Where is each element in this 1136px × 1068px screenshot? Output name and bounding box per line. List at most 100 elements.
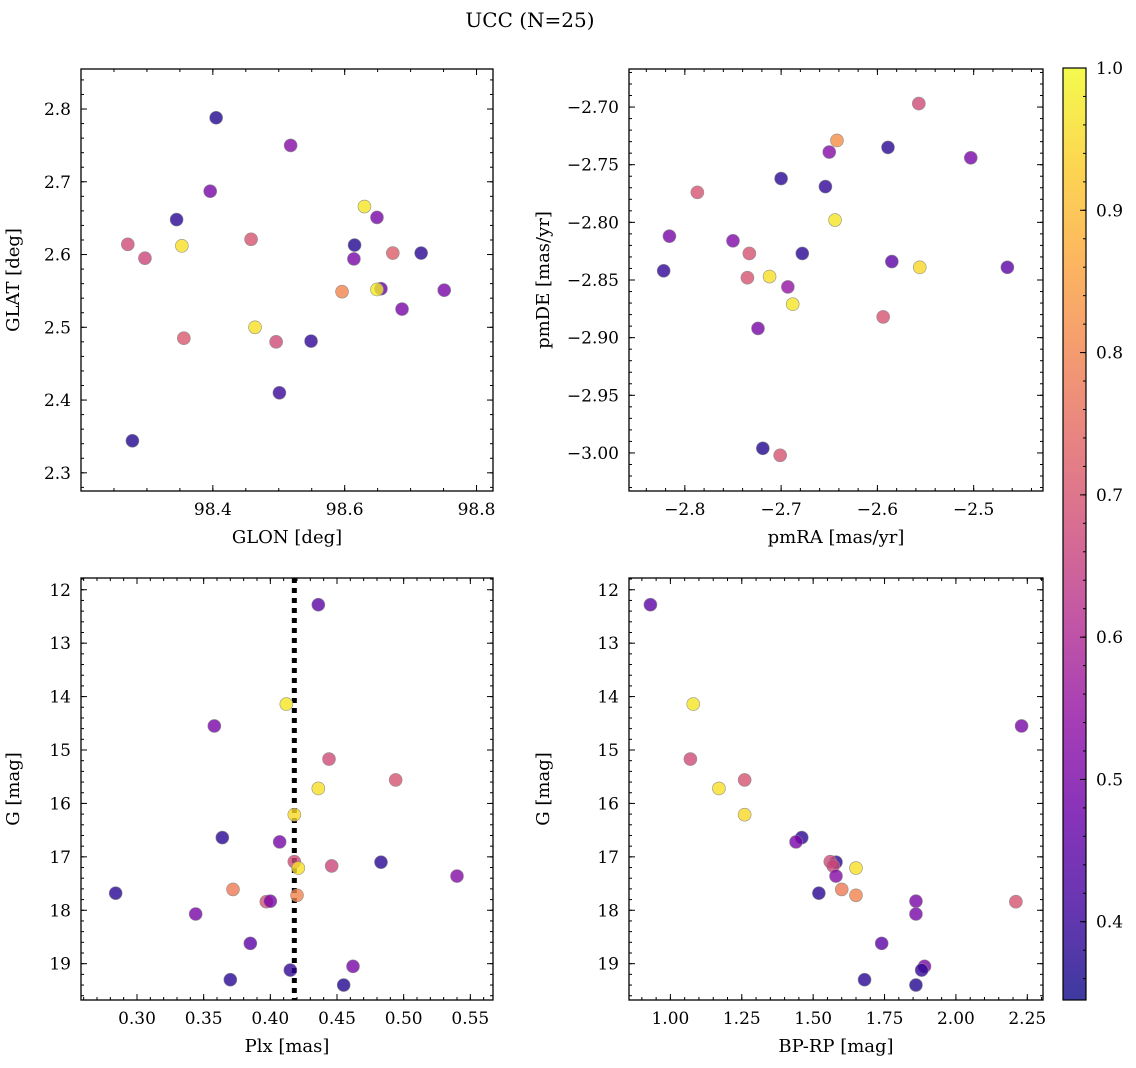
scatter-point <box>203 184 218 199</box>
y-tick-label: 2.8 <box>44 100 71 120</box>
scatter-point <box>742 246 757 261</box>
panel-plx-g: 0.30 0.35 0.40 0.45 0.50 0.55 12 13 14 15 16 17 18 19… <box>3 577 494 1057</box>
plot-frame <box>628 68 1044 492</box>
y-tick-label: 13 <box>49 634 71 654</box>
y-tick-label: 12 <box>597 581 619 601</box>
scatter-point <box>108 886 123 900</box>
scatter-point <box>263 894 278 908</box>
scatter-point <box>304 334 318 348</box>
scatter-point <box>828 213 842 227</box>
y-tick-label: −2.75 <box>567 156 619 176</box>
y-tick-label: 19 <box>597 955 619 975</box>
scatter-point <box>789 835 803 849</box>
scatter-point <box>909 978 923 992</box>
panel-pmra-pmde: −2.8 −2.7 −2.6 −2.5 −3.00 −2.95 −2.90 −2.85 −2.8… <box>533 68 1044 548</box>
scatter-point <box>437 283 452 297</box>
panel-glon-glat: 98.4 98.6 98.8 2.3 2.4 2.5 2.6 2.7 2.8 GLON [deg]… <box>3 68 496 548</box>
scatter-points <box>656 96 1015 463</box>
scatter-point <box>121 237 135 252</box>
x-tick-label: 0.35 <box>185 1009 223 1029</box>
y-tick-label: 2.7 <box>44 173 71 193</box>
colorbar-tick-label: 0.4 <box>1096 913 1123 933</box>
y-tick-label: −2.95 <box>567 386 619 406</box>
scatter-point <box>737 807 752 822</box>
x-tick-label: −2.7 <box>760 500 801 520</box>
x-tick-label: 98.4 <box>194 500 232 520</box>
x-tick-label: 2.00 <box>937 1009 975 1029</box>
plot-area <box>629 578 1043 1000</box>
scatter-point <box>370 282 384 297</box>
scatter-point <box>450 869 464 883</box>
scatter-point <box>169 212 184 227</box>
scatter-point <box>785 297 800 312</box>
scatter-point <box>335 284 349 299</box>
x-axis-label: GLON [deg] <box>232 527 342 548</box>
scatter-point <box>347 238 362 252</box>
scatter-point <box>737 773 752 787</box>
y-tick-label: 14 <box>597 688 619 708</box>
scatter-point <box>125 433 140 448</box>
x-axis-label: BP-RP [mag] <box>778 1036 893 1057</box>
scatter-point <box>414 246 428 260</box>
colorbar-tick-label: 1.0 <box>1096 59 1123 79</box>
x-tick-label: 98.8 <box>458 500 496 520</box>
scatter-point <box>311 597 326 612</box>
x-tick-label: 0.50 <box>385 1009 423 1029</box>
scatter-point <box>248 320 262 335</box>
y-axis-label: G [mag] <box>3 752 24 825</box>
scatter-point <box>138 251 152 265</box>
scatter-point <box>885 254 899 269</box>
scatter-point <box>829 869 843 883</box>
y-tick-label: 17 <box>49 848 71 868</box>
y-tick-label: 19 <box>49 955 71 975</box>
scatter-point <box>849 888 863 903</box>
scatter-point <box>795 246 810 261</box>
scatter-point <box>395 302 409 316</box>
scatter-point <box>773 448 787 463</box>
scatter-point <box>686 697 701 711</box>
y-axis-label: G [mag] <box>533 752 554 825</box>
colorbar-tick-label: 0.7 <box>1096 486 1123 506</box>
y-tick-label: 2.5 <box>44 318 71 338</box>
colorbar-tick-label: 0.8 <box>1096 344 1123 364</box>
x-tick-label: −2.5 <box>953 500 994 520</box>
scatter-point <box>207 719 222 733</box>
y-tick-label: 15 <box>597 741 619 761</box>
x-tick-label: 1.75 <box>866 1009 904 1029</box>
scatter-point <box>912 260 927 275</box>
figure-title: UCC (N=25) <box>465 8 594 32</box>
y-tick-label: 16 <box>597 794 619 814</box>
y-tick-label: 2.6 <box>44 246 71 266</box>
scatter-point <box>781 280 795 294</box>
scatter-point <box>812 886 826 900</box>
scatter-point <box>215 830 230 845</box>
scatter-point <box>272 835 287 849</box>
scatter-point <box>656 263 671 278</box>
x-axis-label: pmRA [mas/yr] <box>768 527 905 548</box>
scatter-point <box>849 861 863 875</box>
scatter-point <box>244 232 258 247</box>
x-tick-label: 0.30 <box>118 1009 156 1029</box>
scatter-point <box>243 936 258 951</box>
x-tick-label: 0.45 <box>318 1009 356 1029</box>
y-tick-label: −2.85 <box>567 271 619 291</box>
scatter-point <box>388 773 403 787</box>
x-tick-label: 0.55 <box>451 1009 489 1029</box>
scatter-points <box>121 110 452 448</box>
y-tick-label: 2.4 <box>44 391 71 411</box>
scatter-point <box>374 855 388 869</box>
scatter-point <box>347 252 361 266</box>
plot-frame <box>80 68 494 492</box>
scatter-point <box>712 781 726 796</box>
scatter-point <box>662 229 677 243</box>
scatter-point <box>287 807 302 822</box>
scatter-point <box>726 233 740 248</box>
scatter-point <box>756 441 770 456</box>
x-tick-label: 1.50 <box>794 1009 832 1029</box>
scatter-point <box>1014 719 1029 733</box>
y-tick-label: 18 <box>49 901 71 921</box>
scatter-point <box>911 96 926 111</box>
x-tick-label: 1.25 <box>723 1009 761 1029</box>
y-tick-label: 14 <box>49 688 71 708</box>
